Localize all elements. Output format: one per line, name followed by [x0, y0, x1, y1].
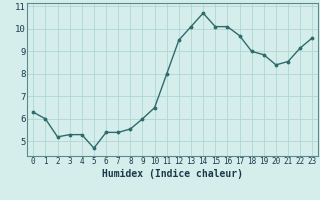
X-axis label: Humidex (Indice chaleur): Humidex (Indice chaleur) [102, 169, 243, 179]
